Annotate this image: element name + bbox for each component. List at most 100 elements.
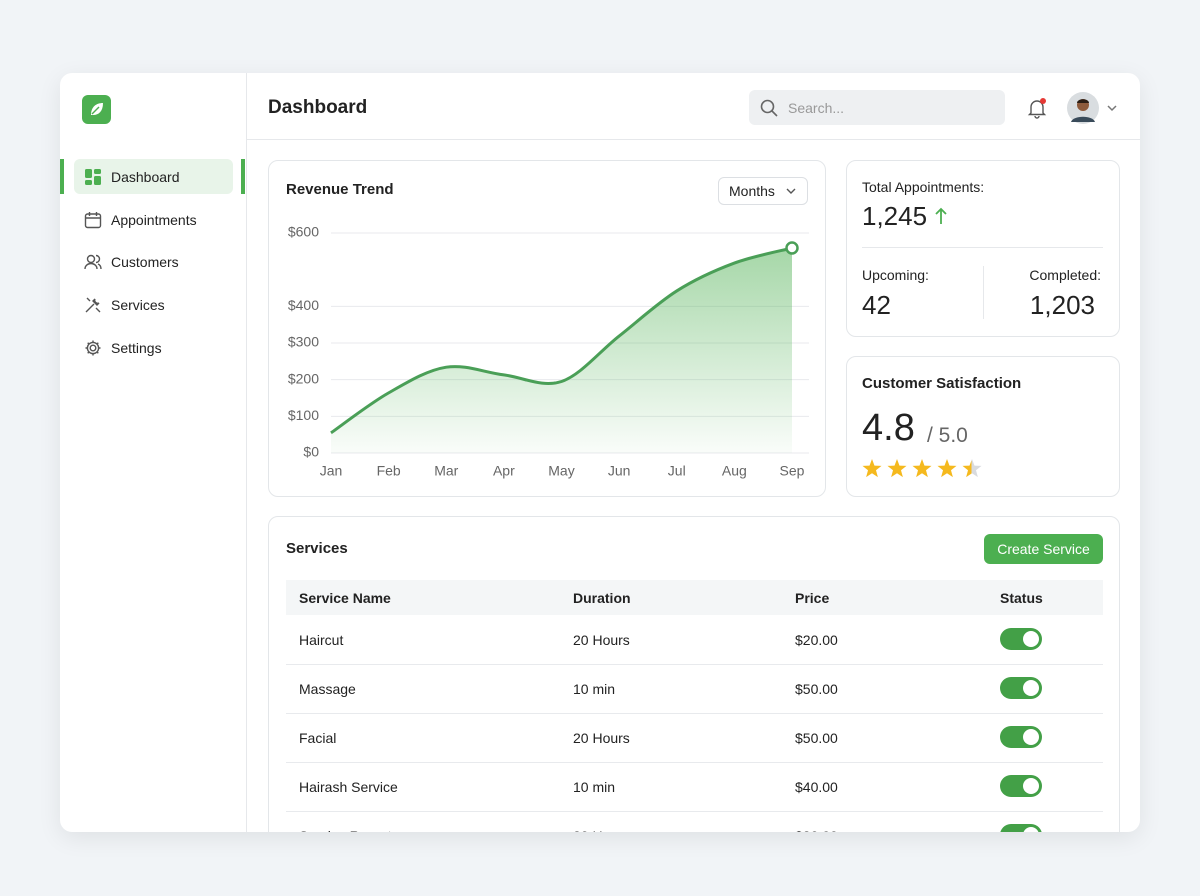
card-title: Customer Satisfaction [862,375,1022,392]
dropdown-label: Months [729,183,775,199]
toggle-knob [1023,631,1039,647]
revenue-chart: Revenue Trend $0 $100 $200 $300 $400 $600 Jan F… [286,181,809,479]
star [912,459,932,478]
star [887,459,907,478]
x-tick-label: Jul [668,463,686,479]
nav-item[interactable]: Appointments [111,212,197,228]
toggle-knob [1023,778,1039,794]
status-toggle[interactable] [1000,775,1042,797]
create-service-button[interactable]: Create Service [984,534,1103,564]
appointments-card: Total Appointments: 1,245 Upcoming: 42 C… [846,160,1120,337]
user-avatar[interactable] [1066,91,1126,125]
y-tick-label: $600 [288,224,319,240]
logo [82,95,111,124]
table-cell: 20 Hours [573,729,630,746]
y-tick-label: $400 [288,297,319,313]
column-header: Duration [573,589,631,606]
y-tick-label: $200 [288,370,319,386]
divider [983,266,984,319]
x-tick-label: Jan [320,463,343,479]
services-card: Services Create Service Service Name Dura… [268,516,1120,832]
table-cell: 10 min [573,680,616,697]
status-toggle[interactable] [1000,628,1042,650]
header-border [246,139,1140,140]
table-cell: $50.00 [795,680,838,697]
divider [862,247,1103,248]
notification-bell[interactable] [1026,97,1048,119]
rating-stars [862,459,982,478]
y-tick-label: $100 [288,407,319,423]
rating-score: 4.8 [862,407,915,449]
star [962,459,982,478]
table-cell: Service Report [299,828,392,833]
table-row: Service Report 20 Hours $30.00 [286,811,1103,832]
app-window: Dashboard Appointments Customers Service… [60,73,1140,832]
icon [84,212,102,229]
period-dropdown[interactable]: Months [718,177,808,205]
star [937,459,957,478]
nav-item[interactable]: Dashboard [111,169,180,185]
search-icon [760,99,778,117]
search-box[interactable]: Search... [749,90,1005,125]
status-toggle[interactable] [1000,726,1042,748]
icon [84,254,102,270]
revenue-line [330,246,793,435]
nav-item[interactable]: Customers [111,254,179,270]
x-tick-label: Jun [608,463,631,479]
active-indicator [60,159,64,194]
icon [85,297,101,313]
search-placeholder: Search... [788,100,845,116]
trend-up-icon [935,207,947,224]
revenue-card: Revenue Trend $0 $100 $200 $300 $400 $600 Jan F… [268,160,826,497]
table-cell: $40.00 [795,778,838,795]
x-tick-label: Mar [434,463,458,479]
icon [85,340,101,356]
x-tick-label: Aug [722,463,747,479]
x-tick-label: Sep [780,463,805,479]
sidebar: Dashboard Appointments Customers Service… [60,73,247,832]
column-header: Status [1000,589,1043,606]
table-cell: Haircut [299,631,344,648]
x-tick-label: Feb [377,463,401,479]
status-toggle[interactable] [1000,824,1042,832]
y-tick-label: $300 [288,334,319,350]
rating-max: / 5.0 [927,424,968,447]
table-cell: Facial [299,729,337,746]
stat-value: 42 [862,290,891,320]
stat-value: 1,245 [862,201,928,231]
end-point [785,241,799,255]
table-cell: 20 Hours [573,631,630,648]
chart-title: Revenue Trend [286,181,394,198]
stat-label: Completed: [1029,267,1101,283]
table-row: Hairash Service 10 min $40.00 [286,762,1103,812]
column-header: Price [795,589,830,606]
table-cell: Hairash Service [299,778,398,795]
status-toggle[interactable] [1000,677,1042,699]
star [862,459,882,478]
table-cell: $30.00 [795,828,838,833]
table-cell: Massage [299,680,356,697]
satisfaction-card: Customer Satisfaction 4.8 / 5.0 [846,356,1120,497]
x-tick-label: May [548,463,574,479]
stat-label: Upcoming: [862,267,929,283]
x-tick-label: Apr [493,463,515,479]
y-tick-label: $0 [303,444,319,460]
page-title: Dashboard [268,97,368,118]
table-row: Facial 20 Hours $50.00 [286,713,1103,763]
table-row: Haircut 20 Hours $20.00 [286,615,1103,665]
nav-item[interactable]: Settings [111,340,162,356]
toggle-knob [1023,827,1039,832]
active-indicator [241,159,245,194]
toggle-knob [1023,680,1039,696]
table-cell: $20.00 [795,631,838,648]
nav-item[interactable]: Services [111,297,165,313]
table-cell: $50.00 [795,729,838,746]
table-header: Service Name Duration Price Status [286,580,1103,615]
card-title: Services [286,540,348,557]
column-header: Service Name [299,589,391,606]
table-cell: 20 Hours [573,828,630,833]
chevron [786,188,796,194]
icon [85,169,101,185]
toggle-knob [1023,729,1039,745]
